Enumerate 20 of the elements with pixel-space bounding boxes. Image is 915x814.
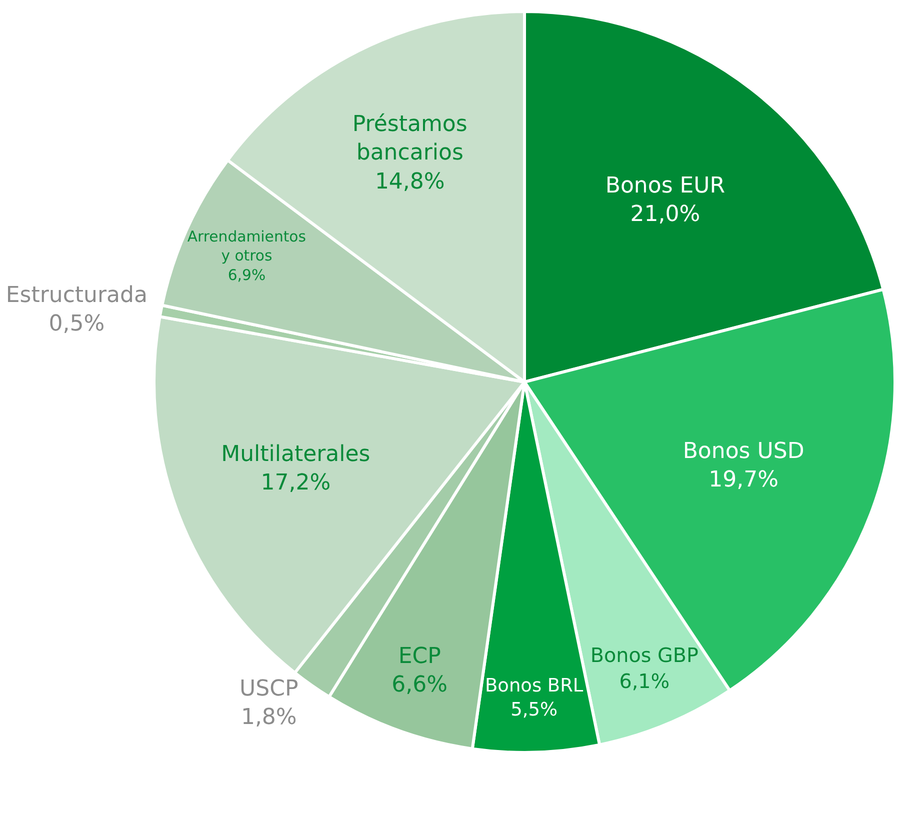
slice-label: USCP xyxy=(240,676,298,702)
slice-label: ECP xyxy=(398,644,441,670)
slice-label: Bonos BRL xyxy=(485,675,584,696)
slice-label: Préstamos bancarios xyxy=(352,112,468,166)
slice-label: Multilaterales xyxy=(221,442,370,467)
data-label: 1,8% xyxy=(240,705,297,730)
data-label: 6,6% xyxy=(392,672,448,698)
data-label: 21,0% xyxy=(630,202,700,228)
slice-label: Arrendamientos y otros xyxy=(187,227,306,265)
data-label: 6,1% xyxy=(619,670,670,694)
slice-label: Estructurada xyxy=(6,283,148,308)
data-label: 6,9% xyxy=(228,266,266,284)
slice-label: Bonos USD xyxy=(682,439,804,464)
data-label: 5,5% xyxy=(510,699,558,720)
data-label: 14,8% xyxy=(374,169,445,194)
slice-label: Bonos EUR xyxy=(605,174,726,199)
data-label: 0,5% xyxy=(48,312,105,337)
slice-label: Bonos GBP xyxy=(590,644,698,668)
data-label: 19,7% xyxy=(708,468,778,493)
data-label: 17,2% xyxy=(260,470,331,496)
